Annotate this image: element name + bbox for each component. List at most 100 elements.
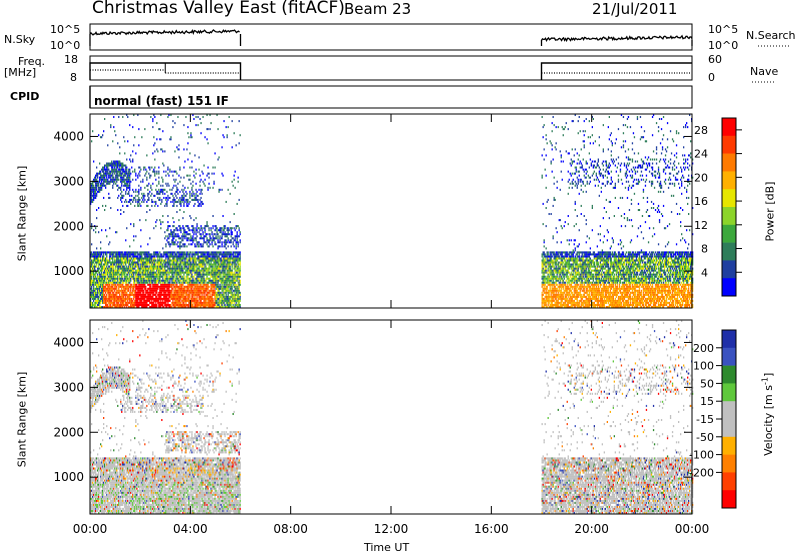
power-echo-cell	[114, 293, 116, 296]
power-echo-cell	[115, 304, 117, 307]
power-echo-cell	[165, 283, 167, 286]
power-echo-cell	[103, 176, 105, 179]
power-echo-cell	[180, 287, 182, 290]
power-echo-cell	[189, 166, 191, 169]
power-echo-cell	[186, 304, 188, 307]
power-echo-cell	[182, 283, 184, 286]
power-echo-cell	[94, 267, 96, 270]
power-echo-cell	[192, 235, 194, 238]
power-echo-cell	[132, 306, 134, 309]
power-echo-cell	[134, 291, 136, 294]
power-echo-cell	[180, 231, 182, 234]
power-echo-cell	[237, 243, 239, 246]
power-echo-cell	[161, 285, 163, 288]
power-echo-cell	[113, 277, 115, 280]
power-echo-cell	[184, 304, 186, 307]
power-echo-cell	[169, 275, 171, 278]
power-echo-cell	[202, 289, 204, 292]
power-echo-cell	[208, 285, 210, 288]
power-echo-cell	[192, 251, 194, 254]
power-echo-cell	[108, 168, 110, 171]
power-echo-cell	[96, 277, 98, 280]
power-echo-cell	[114, 166, 116, 169]
power-echo-cell	[160, 297, 162, 300]
power-echo-cell	[110, 279, 112, 282]
power-echo-cell	[102, 269, 104, 272]
power-echo-cell	[191, 136, 193, 139]
power-echo-cell	[172, 233, 174, 236]
power-echo-cell	[103, 267, 105, 270]
power-echo-cell	[127, 176, 129, 179]
power-echo-cell	[99, 281, 101, 284]
power-echo-cell	[129, 271, 131, 274]
power-echo-cell	[181, 281, 183, 284]
power-echo-cell	[103, 196, 105, 199]
power-echo-cell	[196, 269, 198, 272]
power-echo-cell	[172, 243, 174, 246]
power-echo-cell	[139, 291, 141, 294]
power-echo-cell	[181, 194, 183, 197]
power-echo-cell	[202, 304, 204, 307]
power-echo-cell	[123, 176, 125, 179]
power-echo-cell	[105, 283, 107, 286]
power-echo-cell	[141, 279, 143, 282]
power-echo-cell	[133, 114, 135, 117]
power-echo-cell	[120, 277, 122, 280]
power-echo-cell	[109, 287, 111, 290]
power-echo-cell	[130, 299, 132, 302]
power-echo-cell	[106, 297, 108, 300]
power-echo-cell	[135, 271, 137, 274]
power-echo-cell	[175, 255, 177, 258]
power-echo-cell	[158, 281, 160, 284]
power-echo-cell	[92, 198, 94, 201]
power-echo-cell	[151, 253, 153, 256]
power-echo-cell	[123, 295, 125, 298]
power-echo-cell	[141, 287, 143, 290]
power-echo-cell	[208, 245, 210, 248]
power-echo-cell	[186, 148, 188, 151]
power-echo-cell	[196, 229, 198, 232]
power-echo-cell	[213, 172, 215, 175]
power-echo-cell	[112, 164, 114, 167]
power-echo-cell	[171, 301, 173, 304]
power-echo-cell	[99, 178, 101, 181]
power-echo-cell	[105, 285, 107, 288]
power-echo-cell	[186, 273, 188, 276]
power-echo-cell	[142, 281, 144, 284]
power-echo-cell	[169, 293, 171, 296]
power-echo-cell	[150, 279, 152, 282]
power-echo-cell	[125, 267, 127, 270]
power-echo-cell	[150, 259, 152, 262]
power-echo-cell	[94, 194, 96, 197]
power-echo-cell	[98, 257, 100, 260]
power-echo-cell	[128, 277, 130, 280]
power-echo-cell	[97, 253, 99, 256]
power-echo-cell	[130, 306, 132, 309]
power-echo-cell	[196, 293, 198, 296]
power-echo-cell	[192, 304, 194, 307]
power-echo-cell	[195, 227, 197, 230]
power-echo-cell	[127, 204, 129, 207]
power-echo-cell	[118, 168, 120, 171]
power-echo-cell	[145, 304, 147, 307]
power-echo-cell	[97, 176, 99, 179]
power-echo-cell	[184, 275, 186, 278]
power-echo-cell	[107, 299, 109, 302]
power-echo-cell	[144, 261, 146, 264]
power-echo-cell	[116, 170, 118, 173]
power-echo-cell	[97, 304, 99, 307]
power-echo-cell	[104, 184, 106, 187]
power-echo-cell	[181, 253, 183, 256]
power-echo-cell	[134, 289, 136, 292]
power-echo-cell	[183, 273, 185, 276]
power-echo-cell	[109, 297, 111, 300]
power-echo-cell	[112, 140, 114, 143]
power-echo-cell	[95, 194, 97, 197]
power-echo-cell	[169, 291, 171, 294]
power-echo-cell	[218, 261, 220, 264]
power-echo-cell	[197, 289, 199, 292]
power-echo-cell	[132, 263, 134, 266]
power-echo-cell	[145, 263, 147, 266]
power-echo-cell	[92, 306, 94, 309]
power-echo-cell	[212, 245, 214, 248]
